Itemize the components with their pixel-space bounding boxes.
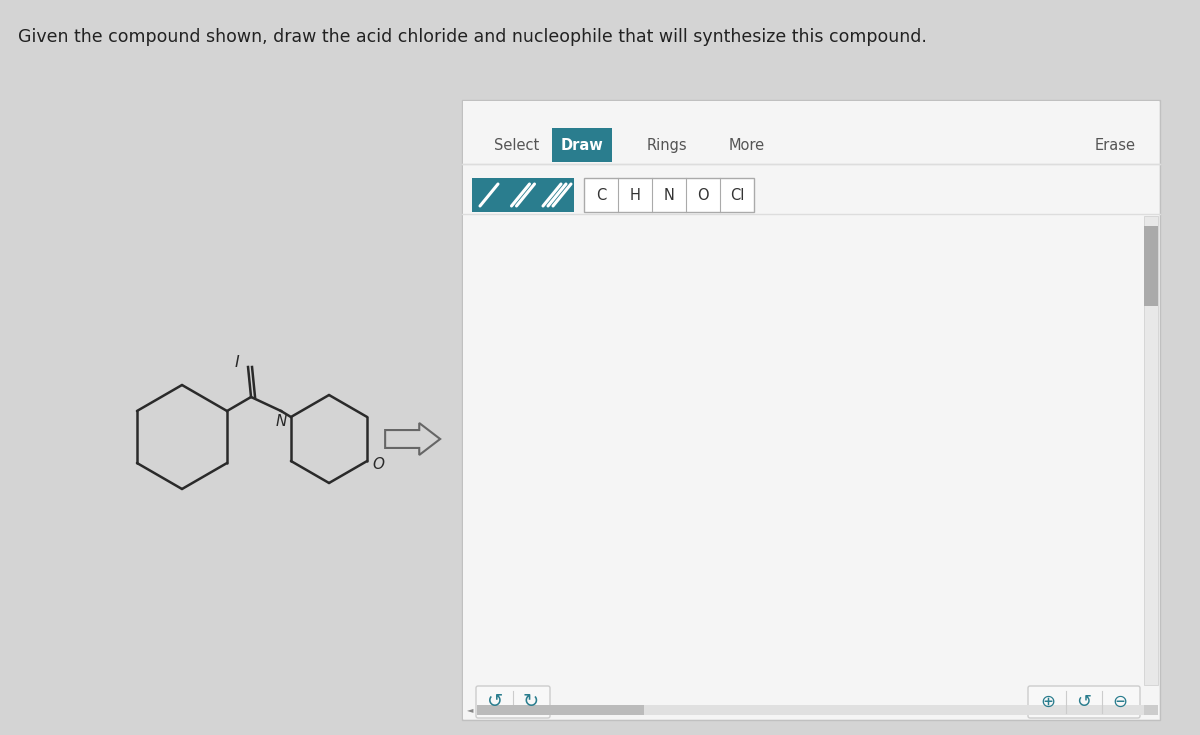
Text: Draw: Draw [560, 137, 604, 152]
Text: More: More [728, 137, 766, 152]
Text: Cl: Cl [730, 187, 744, 203]
FancyBboxPatch shape [584, 178, 754, 212]
Text: Rings: Rings [647, 137, 688, 152]
Bar [1144, 226, 1158, 306]
FancyBboxPatch shape [540, 178, 574, 212]
Text: ⊖: ⊖ [1112, 693, 1128, 711]
FancyBboxPatch shape [472, 178, 506, 212]
Text: ↺: ↺ [487, 692, 504, 711]
Text: C: C [596, 187, 606, 203]
Text: O: O [372, 456, 384, 471]
Text: Select: Select [494, 137, 540, 152]
FancyBboxPatch shape [476, 686, 550, 718]
FancyBboxPatch shape [462, 100, 1160, 720]
Text: Erase: Erase [1094, 137, 1135, 152]
Text: ⊕: ⊕ [1040, 693, 1056, 711]
Text: ↺: ↺ [1076, 693, 1092, 711]
Text: ►: ► [1148, 706, 1156, 714]
Text: Given the compound shown, draw the acid chloride and nucleophile that will synth: Given the compound shown, draw the acid … [18, 28, 926, 46]
Text: O: O [697, 187, 709, 203]
FancyBboxPatch shape [463, 101, 1159, 719]
FancyBboxPatch shape [1028, 686, 1140, 718]
Bar [478, 705, 644, 715]
FancyBboxPatch shape [552, 128, 612, 162]
Bar [1144, 705, 1158, 715]
Bar [478, 705, 1145, 715]
Text: ◄: ◄ [467, 706, 473, 714]
Bar [1144, 216, 1158, 685]
Text: N: N [275, 414, 287, 429]
Text: ↻: ↻ [522, 692, 539, 711]
Text: I: I [235, 354, 240, 370]
Text: N: N [664, 187, 674, 203]
FancyBboxPatch shape [506, 178, 540, 212]
Text: H: H [630, 187, 641, 203]
